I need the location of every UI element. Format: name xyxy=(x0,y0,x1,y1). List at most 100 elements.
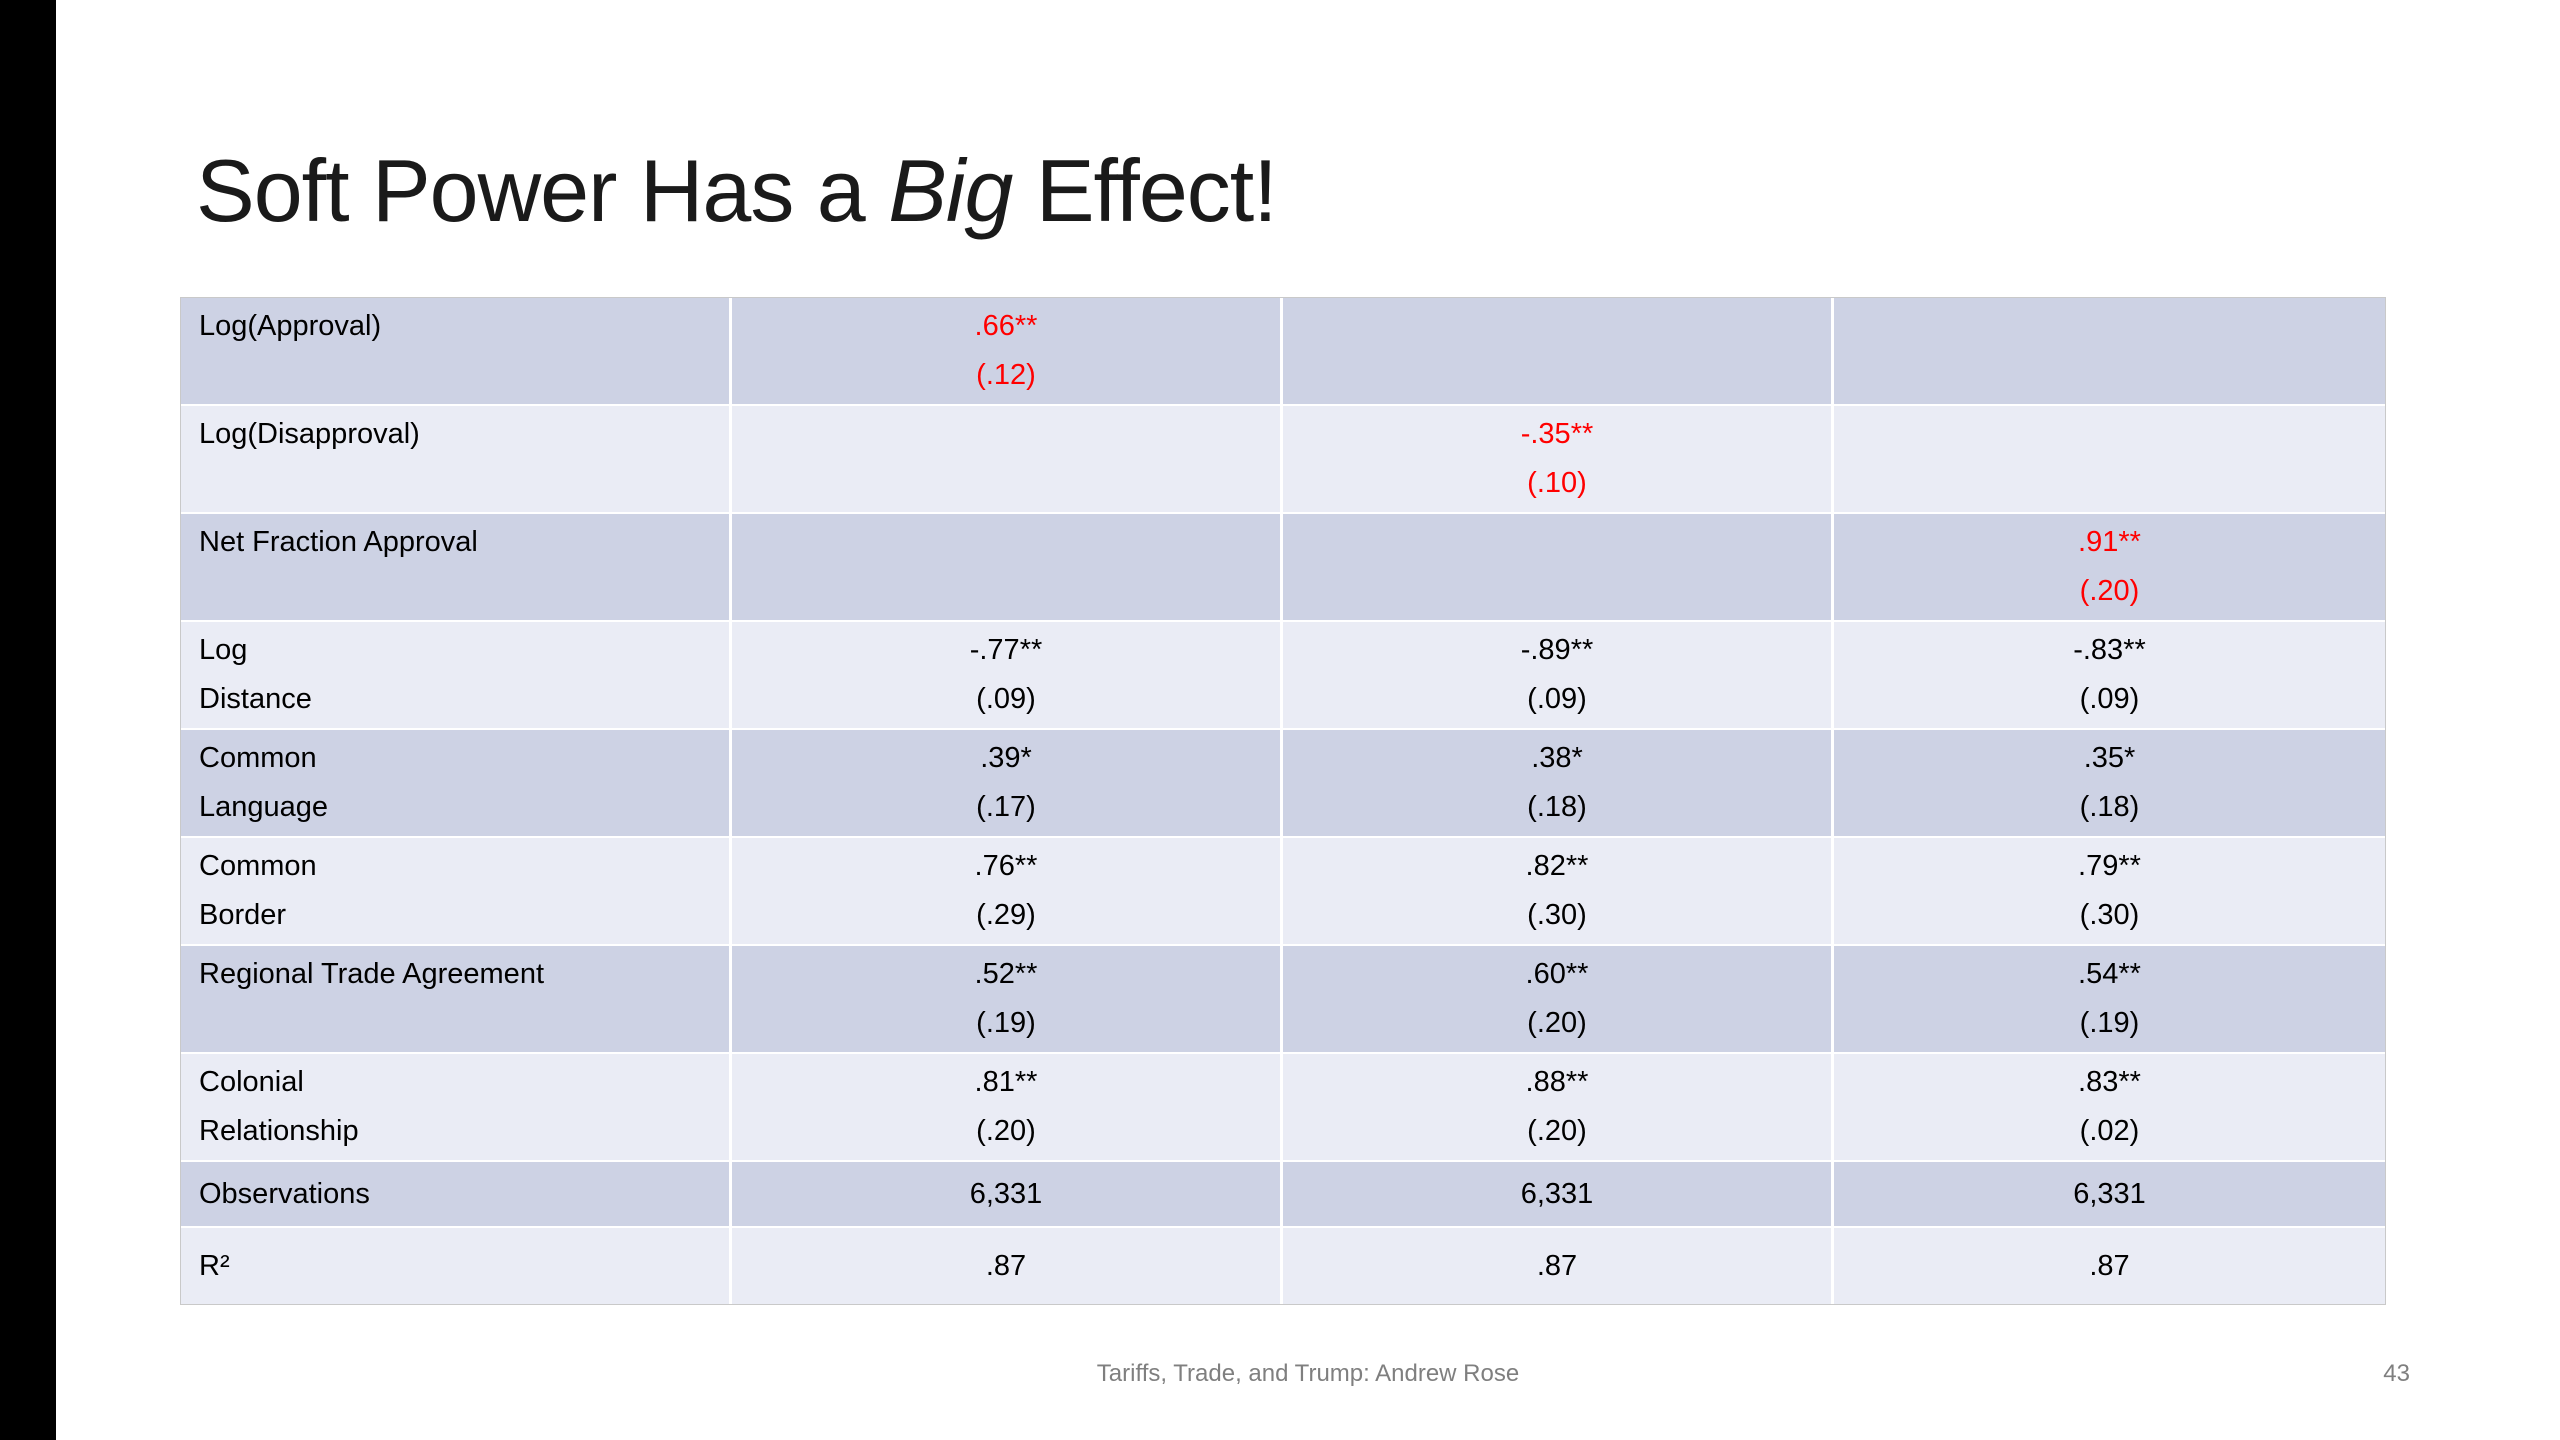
estimate: .39* xyxy=(980,742,1032,774)
table-row: Common Language .39* (.17) .38* (.18) .3… xyxy=(181,730,2385,838)
table-row: Regional Trade Agreement .52** (.19) .60… xyxy=(181,946,2385,1054)
std-error: (.19) xyxy=(976,1007,1036,1039)
observations-cell: 6,331 xyxy=(732,1162,1283,1228)
row-label-cell: Colonial Relationship xyxy=(181,1054,732,1162)
std-error: (.20) xyxy=(976,1115,1036,1147)
table-row: Observations 6,331 6,331 6,331 xyxy=(181,1162,2385,1228)
table-row: Log(Approval) .66** (.12) xyxy=(181,298,2385,406)
coefficient-cell: .66** (.12) xyxy=(732,298,1283,406)
coefficient-cell: .88** (.20) xyxy=(1283,1054,1834,1162)
row-label: Common xyxy=(199,742,317,774)
row-label-line2 xyxy=(181,567,729,616)
row-label: Log(Approval) xyxy=(199,310,382,342)
row-label-line2 xyxy=(181,351,729,400)
r-squared-value: .87 xyxy=(2089,1249,2130,1282)
table-row: Log(Disapproval) -.35** (.10) xyxy=(181,406,2385,514)
estimate: .79** xyxy=(2078,850,2141,882)
row-label-cell: Common Language xyxy=(181,730,732,838)
coefficient-cell: .82** (.30) xyxy=(1283,838,1834,946)
std-error: (.02) xyxy=(2079,1115,2140,1147)
coefficient-cell xyxy=(1834,298,2385,406)
estimate: .60** xyxy=(1525,958,1589,990)
estimate: .54** xyxy=(2078,958,2141,990)
estimate: .52** xyxy=(974,958,1038,990)
row-label: Colonial xyxy=(199,1066,304,1098)
row-label-line2 xyxy=(181,999,729,1048)
row-label-cell: R² xyxy=(181,1228,732,1304)
estimate: .38* xyxy=(1531,742,1583,774)
title-pre: Soft Power Has a xyxy=(196,141,889,240)
std-error: (.09) xyxy=(2079,683,2140,715)
estimate xyxy=(732,410,1280,459)
estimate: .76** xyxy=(974,850,1038,882)
row-label: Net Fraction Approval xyxy=(199,526,478,558)
coefficient-cell: -.89** (.09) xyxy=(1283,622,1834,730)
coefficient-cell: -.77** (.09) xyxy=(732,622,1283,730)
coefficient-cell: .83** (.02) xyxy=(1834,1054,2385,1162)
std-error: (.20) xyxy=(2079,575,2140,607)
estimate: .35* xyxy=(2083,742,2136,774)
coefficient-cell: .39* (.17) xyxy=(732,730,1283,838)
row-label-cell: Common Border xyxy=(181,838,732,946)
slide: Soft Power Has a Big Effect! Log(Approva… xyxy=(56,0,2560,1440)
coefficient-cell xyxy=(1283,298,1834,406)
estimate: -.89** xyxy=(1520,634,1594,666)
r-squared-value: .87 xyxy=(985,1249,1027,1282)
row-label-line2: Language xyxy=(199,791,329,823)
page-title: Soft Power Has a Big Effect! xyxy=(196,140,1278,241)
estimate: -.83** xyxy=(2073,634,2146,666)
estimate: .66** xyxy=(974,310,1038,342)
row-label-cell: Net Fraction Approval xyxy=(181,514,732,622)
estimate xyxy=(1834,302,2385,351)
row-label-cell: Log Distance xyxy=(181,622,732,730)
std-error: (.30) xyxy=(2079,899,2140,931)
table-row: Log Distance -.77** (.09) -.89** (.09) -… xyxy=(181,622,2385,730)
estimate xyxy=(732,518,1280,567)
r-squared-value: .87 xyxy=(1536,1249,1578,1282)
estimate xyxy=(1834,410,2385,459)
row-label-line2 xyxy=(181,459,729,508)
coefficient-cell: .76** (.29) xyxy=(732,838,1283,946)
coefficient-cell: .79** (.30) xyxy=(1834,838,2385,946)
row-label: Common xyxy=(199,850,317,882)
r-squared-cell: .87 xyxy=(1834,1228,2385,1304)
std-error: (.29) xyxy=(976,899,1036,931)
coefficient-cell xyxy=(732,406,1283,514)
coefficient-cell: .81** (.20) xyxy=(732,1054,1283,1162)
coefficient-cell xyxy=(1834,406,2385,514)
std-error: (.20) xyxy=(1527,1115,1587,1147)
coefficient-cell xyxy=(1283,514,1834,622)
table-row: R² .87 .87 .87 xyxy=(181,1228,2385,1304)
coefficient-cell: -.83** (.09) xyxy=(1834,622,2385,730)
row-label: Regional Trade Agreement xyxy=(199,958,544,990)
estimate: -.77** xyxy=(969,634,1043,666)
page-number: 43 xyxy=(2383,1360,2410,1387)
row-label-line2: Border xyxy=(199,899,287,931)
std-error xyxy=(1283,351,1831,400)
row-label-line2: Relationship xyxy=(199,1115,359,1147)
estimate: -.35** xyxy=(1520,418,1594,450)
observations-cell: 6,331 xyxy=(1834,1162,2385,1228)
std-error: (.18) xyxy=(2079,791,2140,823)
estimate: .82** xyxy=(1525,850,1589,882)
coefficient-cell: .35* (.18) xyxy=(1834,730,2385,838)
std-error: (.30) xyxy=(1527,899,1587,931)
std-error xyxy=(1834,459,2385,508)
coefficient-cell: .91** (.20) xyxy=(1834,514,2385,622)
std-error: (.12) xyxy=(976,359,1036,391)
std-error xyxy=(732,567,1280,616)
observations-value: 6,331 xyxy=(969,1177,1043,1210)
table-row: Colonial Relationship .81** (.20) .88** … xyxy=(181,1054,2385,1162)
row-label: Log(Disapproval) xyxy=(199,418,420,450)
letterbox-bar xyxy=(0,0,56,1440)
r-squared-cell: .87 xyxy=(1283,1228,1834,1304)
observations-value: 6,331 xyxy=(2073,1177,2146,1210)
coefficient-cell: .60** (.20) xyxy=(1283,946,1834,1054)
estimate: .91** xyxy=(2078,526,2141,558)
row-label-cell: Observations xyxy=(181,1162,732,1228)
std-error xyxy=(1283,567,1831,616)
observations-value: 6,331 xyxy=(1520,1177,1594,1210)
std-error: (.20) xyxy=(1527,1007,1587,1039)
estimate xyxy=(1283,302,1831,351)
row-label: Log xyxy=(199,634,248,666)
